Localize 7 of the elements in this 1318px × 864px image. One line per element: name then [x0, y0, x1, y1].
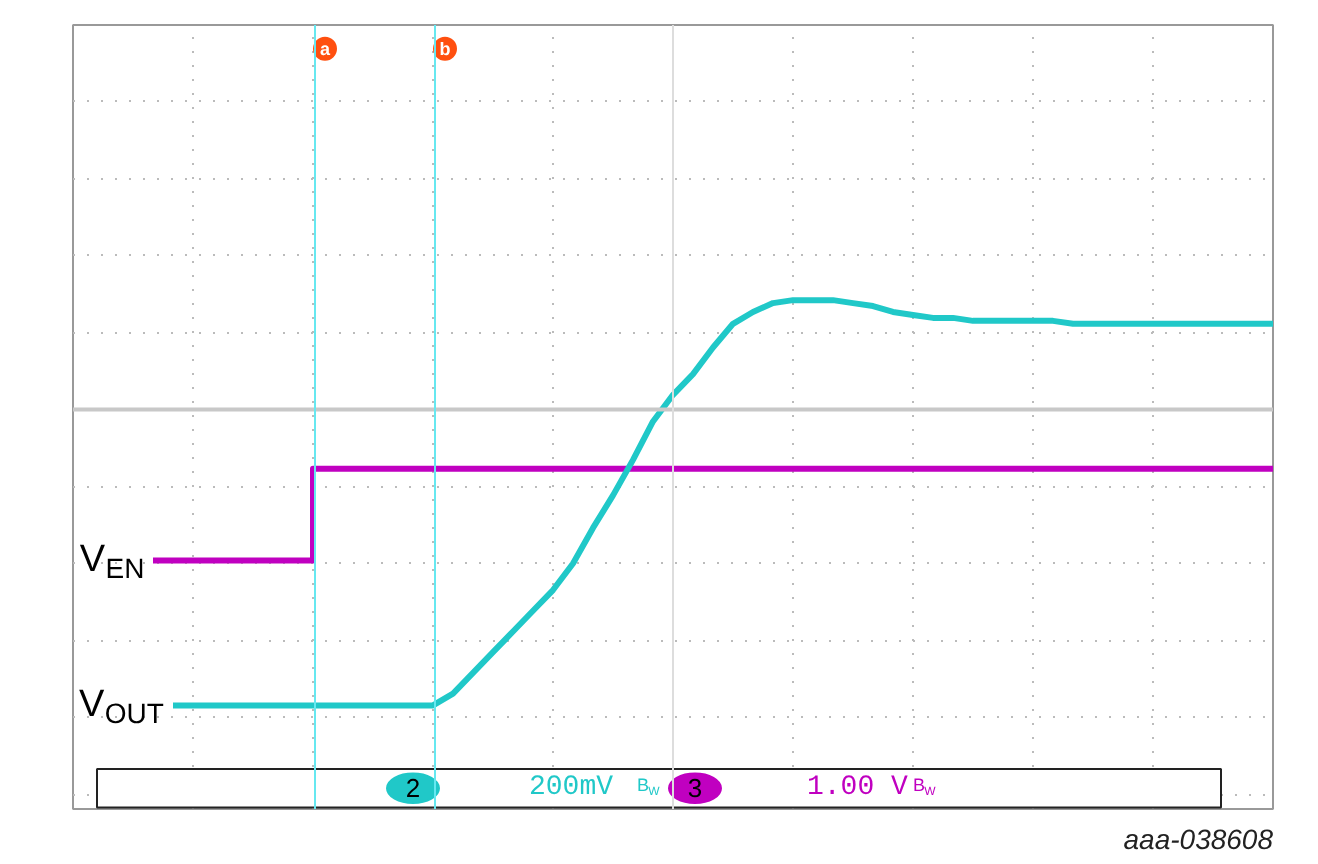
text: 2: [405, 773, 421, 804]
text: 3: [687, 773, 703, 804]
text: 200mV: [529, 772, 615, 805]
text: b: [439, 38, 452, 59]
text: aaa-038608: [1123, 823, 1274, 855]
text: a: [319, 38, 332, 59]
text: 1.00 V: [807, 772, 910, 805]
